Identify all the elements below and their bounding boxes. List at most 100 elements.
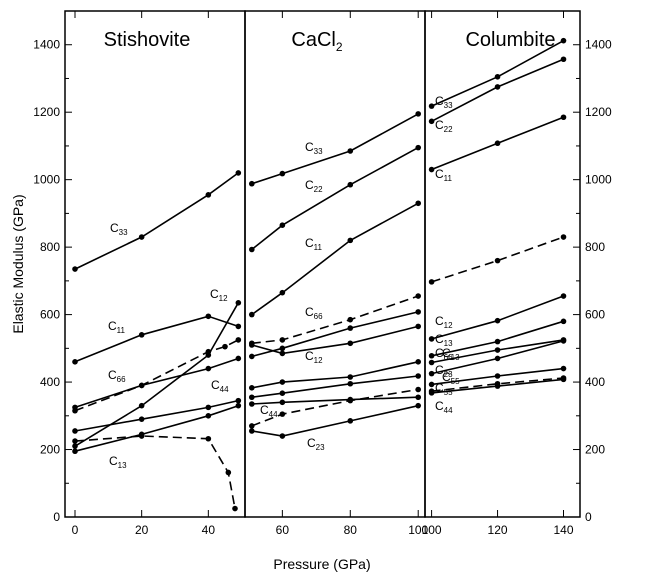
data-point	[248, 342, 255, 348]
data-point	[494, 257, 501, 264]
series-label-subscript: 13	[444, 339, 453, 348]
series-line-c66	[74, 357, 239, 409]
series-label-subscript: 55	[444, 388, 453, 397]
data-point	[279, 337, 286, 343]
data-point	[279, 350, 286, 357]
data-point	[494, 338, 501, 345]
data-point	[72, 443, 78, 449]
data-point	[235, 355, 242, 362]
series-line-c23	[251, 404, 419, 437]
series-label-subscript: 33	[119, 228, 128, 237]
y-tick-label-left: 800	[40, 240, 60, 254]
data-point	[347, 325, 354, 331]
series-label-c66: C66	[108, 368, 126, 384]
series-label-subscript: 44	[444, 406, 453, 415]
series-label-c66: C66	[305, 305, 323, 321]
data-point	[415, 293, 422, 299]
series-label-subscript: 44	[220, 385, 229, 394]
data-point	[138, 416, 145, 422]
data-point	[138, 382, 145, 389]
data-point	[347, 380, 354, 387]
data-point	[415, 373, 422, 379]
series-label-c44: C44	[260, 403, 278, 419]
series-label-subscript: 66	[117, 375, 126, 384]
data-point	[138, 402, 145, 409]
series-label-c12: C12	[435, 314, 453, 330]
series-label-subscript: 33	[314, 147, 323, 156]
series-label-subscript: 12	[444, 321, 453, 330]
data-point	[415, 309, 422, 315]
x-tick-label: 120	[488, 523, 508, 537]
series-label-c13: C13	[109, 454, 127, 470]
series-label-subscript: 11	[444, 174, 453, 183]
data-point	[347, 148, 354, 154]
data-point	[415, 394, 422, 401]
panel-title-subscript: 2	[336, 40, 343, 54]
series-line-c13	[251, 361, 419, 389]
data-point	[248, 385, 255, 391]
data-point	[494, 373, 501, 379]
data-point	[279, 222, 286, 229]
series-line-c44	[74, 399, 239, 432]
data-point	[494, 84, 501, 90]
data-point	[560, 114, 567, 121]
series-line-c11	[251, 202, 419, 316]
data-point	[428, 352, 435, 359]
series-line	[431, 236, 564, 283]
data-point	[279, 411, 286, 417]
data-point	[248, 394, 255, 401]
series-label-c44: C44	[435, 399, 453, 415]
series-label-c23: C23	[307, 436, 325, 452]
y-tick-label-left: 1400	[33, 38, 60, 52]
data-point	[347, 181, 354, 188]
data-point	[205, 413, 212, 419]
y-tick-label-left: 200	[40, 443, 60, 457]
series-label-subscript: 22	[444, 125, 453, 134]
data-point	[279, 433, 286, 439]
data-point	[235, 323, 242, 330]
series-line-c12	[74, 302, 239, 447]
data-point	[72, 266, 78, 272]
series-label-subscript: 11	[117, 326, 126, 335]
data-point	[428, 381, 435, 388]
y-tick-label-right: 800	[585, 240, 605, 254]
data-point	[347, 374, 354, 380]
y-tick-label-left: 1000	[33, 173, 60, 187]
panel-title: Stishovite	[104, 29, 191, 51]
data-point	[428, 118, 435, 125]
data-point	[494, 383, 501, 389]
data-point	[560, 318, 567, 325]
series-line-c11	[74, 315, 239, 363]
series-label-c12: C12	[210, 287, 228, 303]
data-point	[415, 144, 422, 151]
series-label-c11: C11	[435, 167, 453, 183]
data-point	[248, 311, 255, 318]
data-point	[248, 428, 255, 434]
y-tick-label-left: 600	[40, 308, 60, 322]
data-point	[205, 435, 212, 442]
series-line-c55	[251, 375, 419, 398]
data-point	[279, 345, 286, 352]
data-point	[494, 73, 501, 80]
data-point	[225, 469, 232, 476]
data-point	[248, 423, 255, 429]
data-point	[248, 246, 255, 253]
series-label-subscript: 11	[314, 243, 323, 252]
x-axis-title: Pressure (GPa)	[273, 556, 370, 572]
data-point	[279, 390, 286, 396]
y-tick-label-right: 1000	[585, 173, 612, 187]
series-label-subscript: 23	[316, 443, 325, 452]
data-point	[415, 323, 422, 330]
data-point	[347, 237, 354, 244]
series-label-subscript: 22	[314, 185, 323, 194]
series-label-subscript: 23	[444, 370, 453, 379]
series-label-subscript: 13	[118, 461, 127, 470]
x-tick-label: 60	[276, 523, 290, 537]
series-label-c22: C22	[435, 118, 453, 134]
data-point	[428, 359, 435, 366]
data-point	[72, 407, 78, 414]
data-point	[415, 111, 422, 117]
series-line-c12	[431, 295, 564, 340]
data-point	[205, 313, 212, 320]
